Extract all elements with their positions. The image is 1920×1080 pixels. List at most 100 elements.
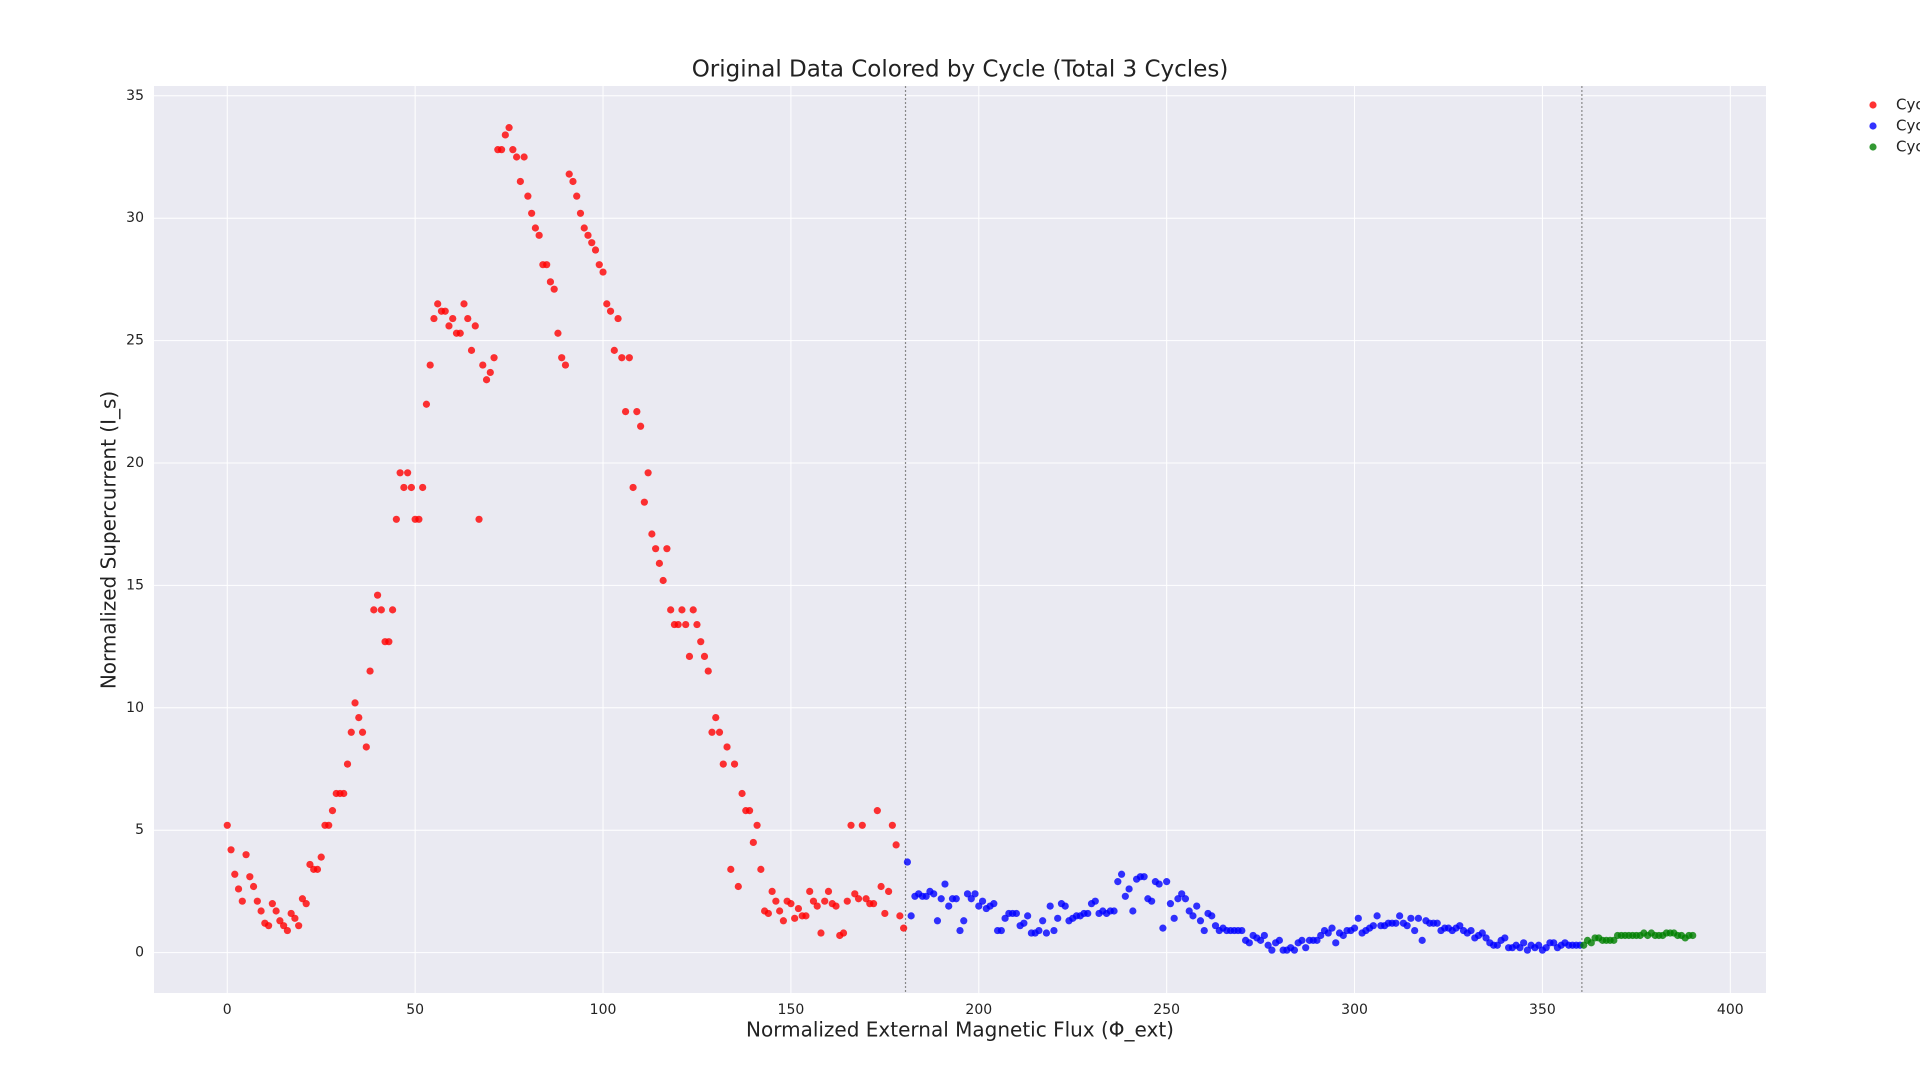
point <box>516 177 524 186</box>
point <box>794 904 803 913</box>
y-tick-label: 30 <box>126 210 144 226</box>
x-tick-label: 150 <box>778 1002 805 1018</box>
point <box>1245 939 1253 947</box>
point <box>1339 931 1347 940</box>
point <box>727 865 735 873</box>
point <box>1407 914 1415 922</box>
point <box>554 329 562 337</box>
point <box>877 882 885 891</box>
point <box>1550 939 1558 947</box>
point <box>1317 931 1325 940</box>
point <box>302 900 310 908</box>
point <box>280 922 288 930</box>
point <box>234 885 243 893</box>
point <box>1392 919 1400 927</box>
point <box>415 515 423 523</box>
point <box>441 307 449 315</box>
point <box>1467 926 1475 935</box>
point <box>497 146 506 154</box>
point <box>599 268 607 276</box>
point <box>768 887 776 896</box>
y-tick-label: 15 <box>126 577 144 593</box>
point <box>1411 926 1419 935</box>
point <box>930 890 938 898</box>
point <box>851 890 859 898</box>
point <box>351 699 359 707</box>
point <box>370 606 378 614</box>
point <box>704 667 712 675</box>
point <box>933 917 942 925</box>
point <box>535 231 543 239</box>
point <box>272 907 280 915</box>
x-tick-label: 50 <box>406 1002 424 1018</box>
point <box>791 914 799 922</box>
point <box>486 368 494 377</box>
point <box>475 515 483 523</box>
point <box>644 469 652 477</box>
point <box>862 895 870 903</box>
point <box>749 838 757 847</box>
point <box>757 865 765 873</box>
point <box>362 743 370 751</box>
point <box>1042 929 1051 937</box>
point <box>1313 936 1321 944</box>
point <box>482 376 491 384</box>
point <box>389 606 397 614</box>
point <box>1523 946 1531 954</box>
point <box>246 873 254 881</box>
point <box>922 892 930 900</box>
legend-marker <box>1869 122 1877 130</box>
point <box>821 897 829 905</box>
point <box>1324 929 1332 937</box>
point <box>430 314 438 323</box>
point <box>854 895 863 903</box>
point <box>990 900 998 908</box>
legend-label: Cycle 1 <box>1896 96 1920 114</box>
point <box>509 146 517 154</box>
point <box>975 902 983 910</box>
y-tick-label: 25 <box>126 333 144 349</box>
point <box>1208 912 1216 920</box>
point <box>730 760 739 768</box>
point <box>1501 934 1509 942</box>
point <box>655 559 663 567</box>
point <box>561 361 570 369</box>
y-tick-label: 35 <box>126 88 144 104</box>
point <box>1493 941 1501 949</box>
point <box>1039 917 1047 925</box>
legend-marker <box>1869 143 1877 151</box>
point <box>685 652 694 660</box>
point <box>813 902 821 910</box>
point <box>900 924 908 932</box>
point <box>513 153 521 161</box>
point <box>295 922 303 930</box>
point <box>1580 941 1588 949</box>
y-tick-label: 5 <box>135 822 144 838</box>
point <box>907 912 915 920</box>
point <box>1174 895 1182 903</box>
point <box>1482 934 1490 942</box>
point <box>404 469 412 477</box>
point <box>817 929 825 937</box>
point <box>347 728 355 736</box>
point <box>776 907 784 915</box>
point <box>1200 926 1208 935</box>
point <box>1332 939 1340 947</box>
point <box>242 851 250 859</box>
point <box>1196 917 1205 925</box>
point <box>1520 939 1528 947</box>
point <box>1238 926 1246 935</box>
plot-area <box>154 86 1766 993</box>
point <box>276 917 284 925</box>
x-tick-label: 400 <box>1717 1002 1744 1018</box>
point <box>385 638 393 646</box>
point <box>858 821 866 829</box>
point <box>313 865 322 873</box>
point <box>407 483 415 492</box>
point <box>847 821 855 829</box>
point <box>1020 919 1028 927</box>
point <box>652 545 660 553</box>
point <box>392 515 400 523</box>
point <box>967 895 975 903</box>
point <box>640 498 648 506</box>
